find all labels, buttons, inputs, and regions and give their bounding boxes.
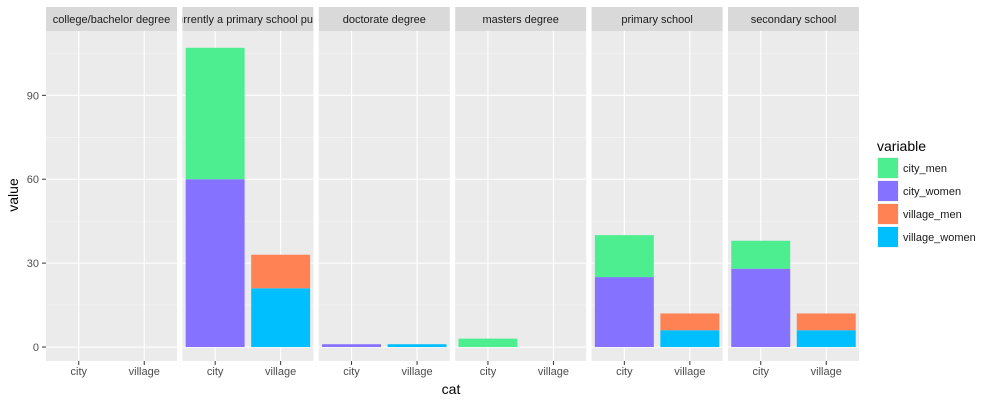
x-tick-label-city: city <box>753 366 770 378</box>
legend-label: village_women <box>903 232 976 244</box>
x-axis: city village city village city village city vil… <box>71 361 842 378</box>
bar-segment-village-men-currently-a-primary-school-pupil-village <box>251 254 311 289</box>
facet-strip-label: masters degree <box>482 14 558 26</box>
bar-segment-city-women-primary-school-city <box>594 277 654 348</box>
bar-segment-city-men-secondary-school-city <box>731 240 791 269</box>
legend-item-village-women: village_women <box>877 226 976 248</box>
bar-segment-village-women-currently-a-primary-school-pupil-village <box>251 288 311 348</box>
y-tick-label: 90 <box>27 90 39 102</box>
facet-strip <box>728 7 859 31</box>
facet-strip <box>182 7 314 31</box>
facet-panel-college-bachelor-degree: college/bachelor degree <box>46 7 177 361</box>
legend-label: city_men <box>903 163 947 175</box>
x-tick-label-city: city <box>343 366 360 378</box>
panel-background <box>318 31 450 361</box>
facet-panel-doctorate-degree: doctorate degree <box>318 7 450 361</box>
y-axis-title: value <box>5 178 21 212</box>
facet-strip-label: college/bachelor degree <box>53 14 170 26</box>
x-tick-label-village: village <box>538 366 569 378</box>
x-axis-title: cat <box>442 381 461 397</box>
y-tick-label: 30 <box>27 258 39 270</box>
x-tick-label-city: city <box>71 366 88 378</box>
legend-label: city_women <box>903 186 961 198</box>
x-tick-label-city: city <box>480 366 497 378</box>
bar-segment-city-women-currently-a-primary-school-pupil-city <box>185 179 245 348</box>
x-tick-label-village: village <box>401 366 432 378</box>
y-tick-label: 60 <box>27 174 39 186</box>
legend: variable city_men city_women village_menvi… <box>877 138 976 248</box>
facet-strip-label: currently a primary school pupil <box>172 14 324 26</box>
legend-item-city-women: city_women <box>877 180 961 202</box>
bars <box>185 47 856 348</box>
facet-strip-label: doctorate degree <box>343 14 426 26</box>
x-tick-label-village: village <box>265 366 296 378</box>
y-tick-label: 0 <box>33 342 39 354</box>
bar-segment-city-men-currently-a-primary-school-pupil-city <box>185 47 245 180</box>
panel-background <box>46 31 177 361</box>
bar-segment-village-men-secondary-school-village <box>796 313 856 331</box>
facet-strip-label: secondary school <box>751 14 837 26</box>
bar-segment-city-women-doctorate-degree-city <box>322 344 382 348</box>
facet-strip <box>318 7 450 31</box>
x-tick-label-village: village <box>129 366 160 378</box>
facet-panel-masters-degree: masters degree <box>455 7 587 361</box>
x-tick-label-city: city <box>616 366 633 378</box>
facet-panels: college/bachelor degree currently a prima… <box>46 7 859 361</box>
facet-panel-primary-school: primary school <box>591 7 723 361</box>
facet-strip <box>46 7 177 31</box>
legend-swatch <box>878 204 898 224</box>
legend-swatch <box>878 181 898 201</box>
facet-strip-label: primary school <box>621 14 693 26</box>
facet-strip <box>591 7 723 31</box>
legend-item-city-men: city_men <box>877 157 947 179</box>
legend-label: village_men <box>903 209 962 221</box>
facet-strip <box>455 7 587 31</box>
bar-segment-village-women-primary-school-village <box>660 330 720 348</box>
x-tick-label-village: village <box>811 366 842 378</box>
legend-title: variable <box>877 138 926 154</box>
x-tick-label-city: city <box>207 366 224 378</box>
panel-background <box>455 31 587 361</box>
y-axis: 0 30 60 90 <box>27 90 46 354</box>
bar-segment-village-men-primary-school-village <box>660 313 720 331</box>
bar-segment-city-men-masters-degree-city <box>458 338 518 348</box>
bar-segment-city-women-secondary-school-city <box>731 268 791 348</box>
legend-swatch <box>878 158 898 178</box>
bar-segment-city-men-primary-school-city <box>594 235 654 278</box>
legend-item-village-men: village_men <box>877 203 962 225</box>
bar-segment-village-women-doctorate-degree-village <box>387 344 447 348</box>
x-tick-label-village: village <box>674 366 705 378</box>
legend-swatch <box>878 227 898 247</box>
bar-segment-village-women-secondary-school-village <box>796 330 856 348</box>
